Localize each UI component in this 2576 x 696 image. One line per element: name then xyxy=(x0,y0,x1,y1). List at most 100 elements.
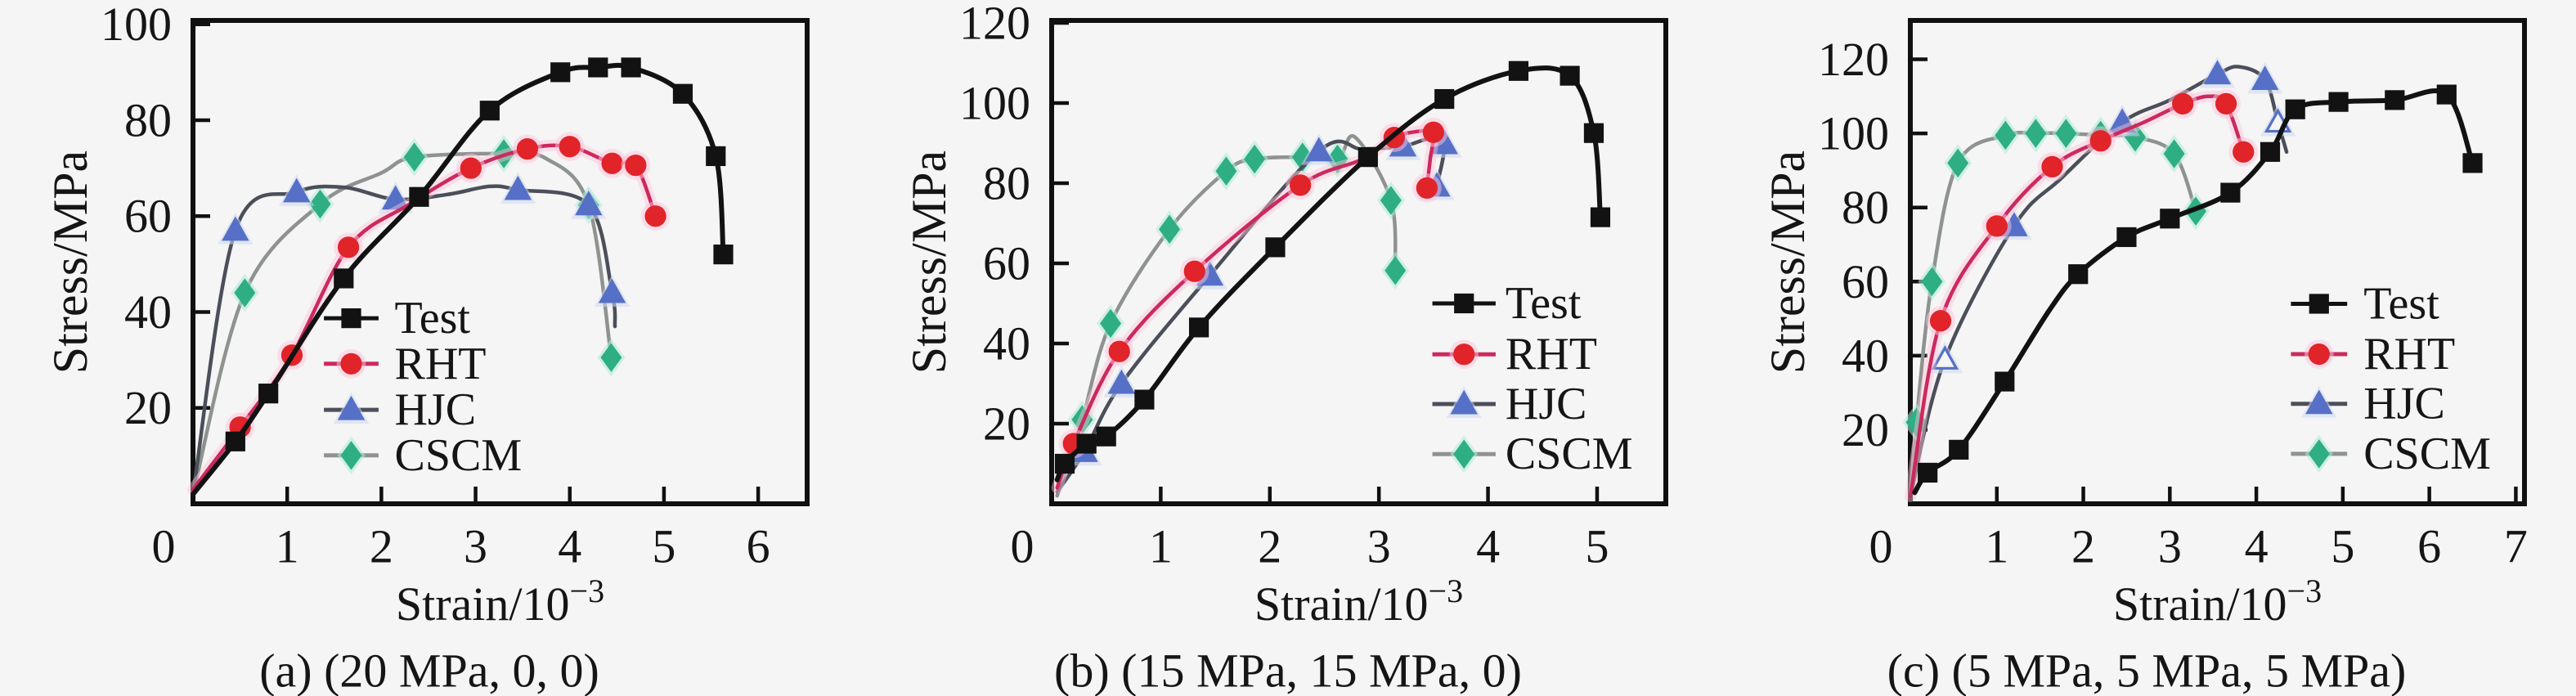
x-axis-label: Strain/10−3 xyxy=(1254,573,1463,631)
data-point-marker xyxy=(672,83,693,104)
caption-a: (a) (20 MPa, 0, 0) xyxy=(259,644,599,696)
data-point-marker xyxy=(340,352,362,375)
legend-label: HJC xyxy=(394,384,476,435)
data-point-marker xyxy=(504,175,532,200)
y-tick-label: 100 xyxy=(959,76,1030,129)
legend-label: CSCM xyxy=(1506,429,1633,479)
x-tick-label: 1 xyxy=(1149,520,1173,573)
data-point-marker xyxy=(1986,215,2008,237)
legend-item-hjc: HJC xyxy=(1432,379,1587,429)
caption-c: (c) (5 MPa, 5 MPa, 5 MPa) xyxy=(1887,644,2407,696)
data-point-marker xyxy=(2089,130,2112,152)
legend-item-cscm: CSCM xyxy=(2291,429,2491,479)
data-point-marker xyxy=(2305,389,2333,415)
data-point-marker xyxy=(1134,389,1155,410)
data-point-marker xyxy=(575,191,603,216)
series-test xyxy=(1054,61,1611,483)
x-tick-label: 3 xyxy=(1367,520,1391,573)
legend-label: CSCM xyxy=(2363,429,2491,479)
data-point-marker xyxy=(1583,123,1604,143)
legend-label: RHT xyxy=(394,339,486,389)
legend-item-rht: RHT xyxy=(1432,329,1597,379)
data-point-marker xyxy=(1183,260,1205,282)
data-point-marker xyxy=(341,308,361,329)
legend-item-rht: RHT xyxy=(324,339,486,389)
data-point-marker xyxy=(1107,369,1136,394)
y-tick-label: 80 xyxy=(983,156,1030,209)
data-point-marker xyxy=(1929,310,1952,332)
data-point-marker xyxy=(2251,65,2279,90)
data-point-marker xyxy=(2116,227,2137,248)
data-point-marker xyxy=(337,395,366,420)
data-point-marker xyxy=(1453,344,1475,366)
legend-label: Test xyxy=(2363,278,2439,329)
x-tick-label: 2 xyxy=(2071,520,2095,573)
y-tick-label: 60 xyxy=(1842,255,1889,308)
plot-border xyxy=(1049,18,1668,506)
data-point-marker xyxy=(2215,92,2237,115)
x-tick-label: 4 xyxy=(1476,520,1500,573)
data-point-marker xyxy=(1947,148,1969,178)
caption-b: (b) (15 MPa, 15 MPa, 0) xyxy=(1054,644,1522,696)
plot-border xyxy=(1908,18,2527,506)
data-point-marker xyxy=(1244,144,1266,174)
data-point-marker xyxy=(460,157,482,179)
data-point-marker xyxy=(2025,119,2047,148)
series-hjc xyxy=(1908,56,2296,499)
data-point-marker xyxy=(713,245,734,265)
chart-panel-a: 0 1 2 3 4 5 6 20 40 60 80 100 Test RHT HJC CSCM Stress/M… xyxy=(0,0,859,696)
data-point-marker xyxy=(282,177,311,203)
x-tick-label: 5 xyxy=(2331,520,2354,573)
data-point-marker xyxy=(2163,139,2185,168)
data-point-marker xyxy=(1380,186,1402,215)
x-axis-label: Strain/10−3 xyxy=(2113,573,2322,631)
data-point-marker xyxy=(601,152,623,174)
y-tick-label: 40 xyxy=(124,285,172,339)
legend-item-hjc: HJC xyxy=(324,384,476,435)
data-point-marker xyxy=(309,189,331,219)
x-tick-label: 3 xyxy=(2158,520,2182,573)
x-tick-label: 5 xyxy=(652,520,675,573)
data-point-marker xyxy=(1921,267,1943,296)
legend-label: Test xyxy=(1506,278,1582,329)
data-point-marker xyxy=(1159,214,1181,245)
data-point-marker xyxy=(1108,340,1130,362)
y-tick-label: 80 xyxy=(124,93,172,146)
data-point-marker xyxy=(1590,207,1611,227)
data-point-marker xyxy=(2203,60,2232,85)
data-point-marker xyxy=(621,57,641,78)
data-point-marker xyxy=(2436,84,2457,105)
x-tick-label: 0 xyxy=(1869,520,1893,573)
legend-label: RHT xyxy=(1506,329,1597,379)
data-point-marker xyxy=(409,186,429,207)
x-axis-label-exponent: −3 xyxy=(1429,573,1464,609)
x-axis-label-exponent: −3 xyxy=(2287,573,2322,609)
data-point-marker xyxy=(222,216,249,241)
chart-panel-c: 0 1 2 3 4 5 6 7 20 40 60 80 100 120 Test RHT HJC CSCM Stre… xyxy=(1717,0,2576,696)
legend-label: Test xyxy=(394,293,470,344)
data-point-marker xyxy=(1076,433,1097,454)
data-point-marker xyxy=(1995,120,2017,150)
legend-item-test: Test xyxy=(324,293,470,344)
x-axis-label-base: Strain/10 xyxy=(1254,577,1429,631)
data-point-marker xyxy=(559,136,581,158)
data-point-marker xyxy=(1358,147,1378,168)
x-tick-label: 0 xyxy=(1011,520,1034,573)
data-point-marker xyxy=(1918,462,1938,483)
data-point-marker xyxy=(600,343,622,372)
data-point-marker xyxy=(2462,153,2483,173)
legend-item-cscm: CSCM xyxy=(324,430,522,481)
series-test xyxy=(1912,84,2483,496)
data-point-marker xyxy=(2160,209,2180,229)
data-point-marker xyxy=(1422,121,1444,143)
data-point-marker xyxy=(2308,439,2330,469)
y-axis-label: Stress/MPa xyxy=(43,150,97,374)
data-point-marker xyxy=(2308,343,2330,366)
data-point-marker xyxy=(2172,92,2194,115)
data-point-marker xyxy=(1290,174,1312,196)
data-point-marker xyxy=(225,431,245,451)
